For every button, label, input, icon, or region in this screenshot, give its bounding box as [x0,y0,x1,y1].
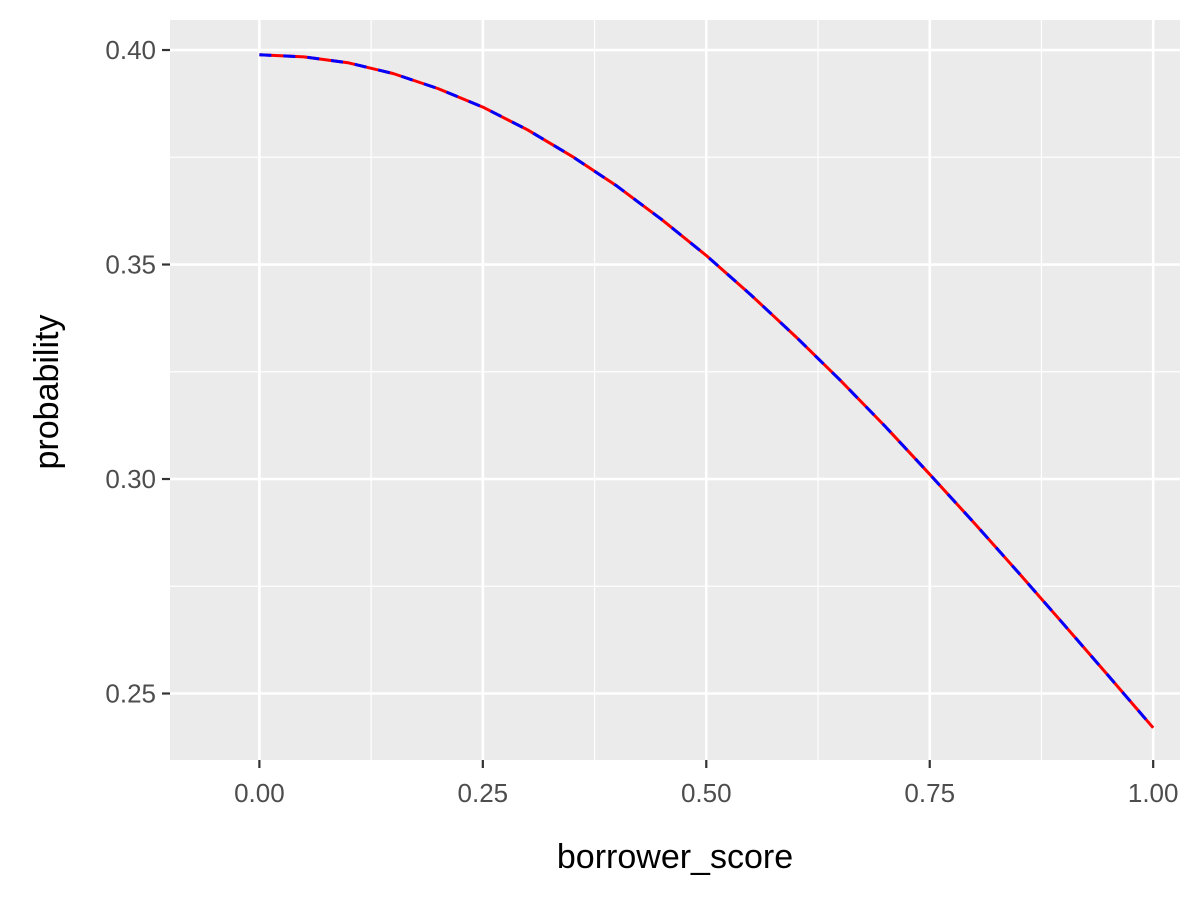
x-tick-label: 0.50 [681,778,732,808]
x-tick-label: 1.00 [1128,778,1179,808]
x-axis: 0.00 0.25 0.50 0.75 1.00 [234,760,1178,808]
series-layer [259,53,1155,729]
y-axis-title: probability [28,315,66,470]
x-tick-label: 0.00 [234,778,285,808]
x-tick-label: 0.25 [458,778,509,808]
x-axis-title: borrower_score [557,838,793,876]
plot-panel [170,20,1180,760]
y-tick-label: 0.25 [105,679,156,709]
x-tick-label: 0.75 [904,778,955,808]
y-tick-label: 0.35 [105,250,156,280]
major-grid [170,20,1180,760]
series-line-2 [259,53,1155,729]
y-tick-label: 0.30 [105,464,156,494]
y-tick-label: 0.40 [105,35,156,65]
y-axis: 0.25 0.30 0.35 0.40 [105,35,170,709]
minor-grid [170,20,1180,760]
